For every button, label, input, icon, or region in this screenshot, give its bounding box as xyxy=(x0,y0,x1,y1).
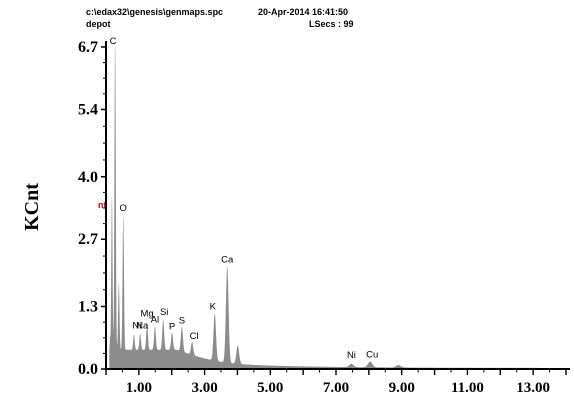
x-tick-label: 9.00 xyxy=(389,380,415,396)
side-fragment: nt xyxy=(98,200,107,210)
x-tick-label: 11.00 xyxy=(451,380,484,396)
axes xyxy=(101,41,570,375)
peak-label-si: Si xyxy=(160,307,168,318)
peak-label-cu: Cu xyxy=(366,350,378,361)
y-tick-label: 1.3 xyxy=(78,299,98,316)
peak-label-ni: Ni xyxy=(347,350,356,361)
y-tick-label: 5.4 xyxy=(78,101,98,118)
peak-label-p: P xyxy=(169,321,175,332)
sample-name: depot xyxy=(86,19,111,29)
peak-label-al: Al xyxy=(151,315,159,326)
x-tick-label: 3.00 xyxy=(191,380,217,396)
y-tick-label: 6.7 xyxy=(78,39,98,56)
x-tick-label: 7.00 xyxy=(323,380,349,396)
peak-label-k: K xyxy=(210,302,217,313)
file-path: c:\edax32\genesis\genmaps.spc xyxy=(86,7,223,17)
peak-label-cl: Cl xyxy=(190,331,199,342)
y-axis-label: KCnt xyxy=(21,183,43,231)
peak-label-mg: Mg xyxy=(140,308,153,319)
y-tick-label: 0.0 xyxy=(78,361,98,378)
x-tick-label: 13.00 xyxy=(516,380,550,396)
spectrum-area xyxy=(109,47,566,369)
date-time: 20-Apr-2014 16:41:50 xyxy=(258,7,348,17)
y-tick-label: 4.0 xyxy=(78,169,98,186)
y-tick-label: 2.7 xyxy=(78,231,98,248)
x-tick-label: 1.00 xyxy=(126,380,152,396)
spectrum-fill xyxy=(109,47,566,369)
y-tick-labels: 0.0 1.3 2.7 4.0 5.4 6.7 xyxy=(78,39,98,378)
peak-label-ni: Ni xyxy=(132,320,141,331)
x-tick-labels: 1.00 3.00 5.00 7.00 9.00 11.00 13.00 xyxy=(126,380,550,396)
peak-label-s: S xyxy=(179,316,185,327)
peak-label-o: O xyxy=(120,203,127,214)
peak-label-ca: Ca xyxy=(221,255,234,266)
peak-label-na: Na xyxy=(136,320,149,331)
peak-label-c: C xyxy=(110,36,117,47)
x-tick-label: 5.00 xyxy=(257,380,283,396)
lsecs-readout: LSecs : 99 xyxy=(309,19,354,29)
